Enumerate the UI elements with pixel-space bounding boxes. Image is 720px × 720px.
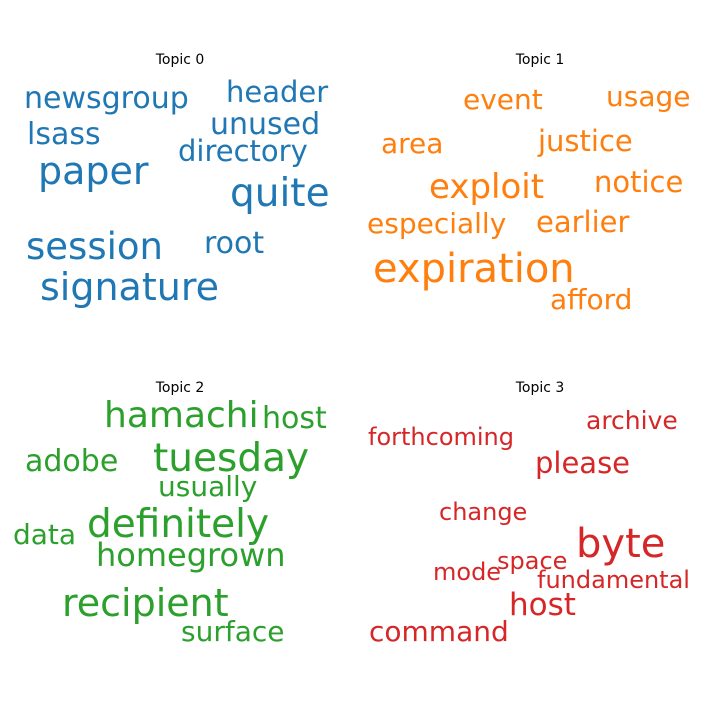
- topic-1-word-event: event: [463, 83, 543, 116]
- topic-0-word-directory: directory: [178, 134, 308, 168]
- topic-3-title: Topic 3: [515, 380, 565, 396]
- topic-3-word-fundamental: fundamental: [537, 566, 690, 594]
- topic-2-word-recipient: recipient: [62, 581, 229, 625]
- topic-3-word-please: please: [535, 446, 631, 480]
- topic-1-word-exploit: exploit: [429, 167, 545, 207]
- topic-2-word-definitely: definitely: [87, 502, 270, 547]
- topic-3-word-space: space: [497, 547, 568, 575]
- topic-3-word-host: host: [509, 587, 576, 623]
- topic-3-word-change: change: [439, 498, 528, 526]
- topic-0-word-session: session: [26, 225, 163, 268]
- topic-2-word-tuesday: tuesday: [153, 436, 310, 481]
- topic-1-word-earlier: earlier: [536, 205, 630, 239]
- topic-1-word-justice: justice: [538, 124, 633, 158]
- topic-0-title: Topic 0: [155, 52, 205, 68]
- topic-1-word-notice: notice: [594, 165, 684, 199]
- topic-0-word-quite: quite: [230, 171, 330, 216]
- topic-0-word-unused: unused: [210, 107, 321, 142]
- topic-2-word-adobe: adobe: [25, 444, 119, 479]
- topic-1-word-especially: especially: [367, 207, 507, 240]
- topic-3-word-byte: byte: [576, 521, 666, 567]
- topic-2-word-usually: usually: [158, 470, 258, 503]
- topic-2-word-host: host: [262, 401, 327, 436]
- topic-2-title: Topic 2: [155, 380, 205, 396]
- topic-3-panel: Topic 3 archive forthcoming please chang…: [360, 328, 720, 688]
- topic-0-word-paper: paper: [38, 149, 149, 193]
- topic-3-word-forthcoming: forthcoming: [368, 423, 514, 451]
- topic-1-panel: Topic 1 event usage area justice exploit…: [360, 0, 720, 360]
- topic-1-word-usage: usage: [606, 80, 691, 113]
- topic-0-word-lsass: lsass: [27, 117, 101, 152]
- topic-0-word-newsgroup: newsgroup: [24, 81, 189, 116]
- topic-0-word-root: root: [204, 226, 265, 261]
- topic-2-word-surface: surface: [181, 615, 285, 648]
- topic-1-word-afford: afford: [550, 283, 633, 316]
- topic-3-word-command: command: [369, 615, 509, 648]
- topic-1-title: Topic 1: [515, 52, 565, 68]
- topic-2-word-hamachi: hamachi: [104, 395, 259, 436]
- topic-2-word-data: data: [13, 518, 77, 551]
- topic-0-word-signature: signature: [40, 265, 219, 309]
- topic-3-word-mode: mode: [433, 558, 502, 586]
- topic-0-panel: Topic 0 newsgroup header unused lsass di…: [0, 0, 360, 360]
- topic-2-panel: Topic 2 hamachi host adobe tuesday usual…: [0, 328, 360, 688]
- topic-1-word-expiration: expiration: [373, 246, 575, 292]
- topic-1-word-area: area: [381, 127, 444, 160]
- topic-0-word-header: header: [226, 75, 329, 109]
- topic-3-word-archive: archive: [586, 406, 678, 435]
- topic-2-word-homegrown: homegrown: [96, 536, 286, 574]
